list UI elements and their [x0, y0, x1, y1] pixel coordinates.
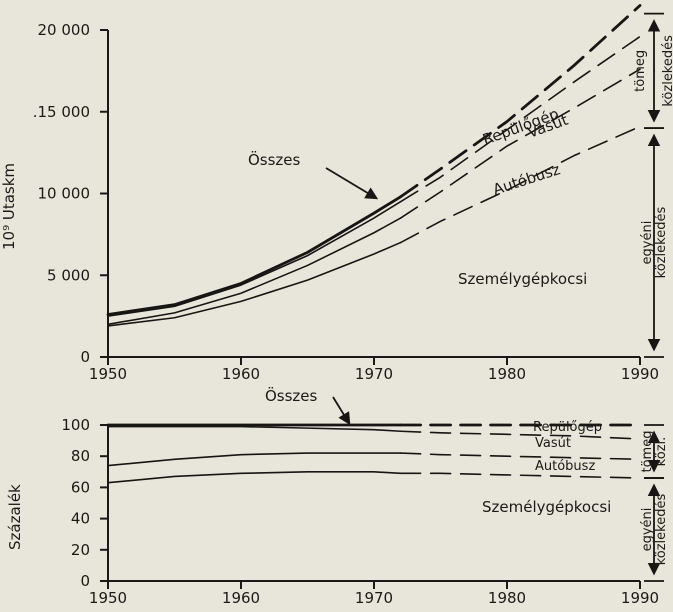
bottom-y-tick-label: 60 [71, 478, 90, 496]
bottom-y-tick-label: 100 [61, 416, 90, 434]
bottom-x-tick-label: 1990 [621, 589, 659, 607]
top-x-ticks: 1950 1960 1970 1980 1990 [89, 357, 659, 383]
bottom-series-3-line [107, 452, 402, 467]
bottom-bracket-1-label: tömegközl. [640, 431, 669, 473]
bottom-series-label-repulogep: Repülőgép [533, 420, 602, 435]
top-y-axis-title: 10⁹ Utaskm [0, 163, 18, 250]
top-x-tick-label: 1980 [488, 365, 526, 383]
top-bracket-1-label-part: közlekedés [661, 35, 673, 107]
top-series-3-projection-line [399, 68, 641, 219]
top-x-tick-label: 1950 [89, 365, 127, 383]
bottom-area-label: Személygépkocsi [482, 498, 611, 516]
top-bracket-1-label-part: tömeg [633, 50, 648, 92]
bottom-y-tick-label: 40 [71, 510, 90, 528]
bottom-series-4-line [107, 471, 402, 484]
top-y-tick-label: 5 000 [47, 266, 90, 284]
bottom-y-tick-label: 20 [71, 541, 90, 559]
top-series-1-line [106, 195, 402, 316]
top-bracket-2-label-part: közlekedés [654, 207, 669, 279]
top-y-tick-label: .15 000 [33, 103, 90, 121]
top-series-2-line [107, 200, 402, 317]
bottom-x-tick-label: 1970 [355, 589, 393, 607]
top-series-2-projection-line [399, 35, 641, 203]
top-x-tick-label: 1960 [222, 365, 260, 383]
bottom-series-label-vasut: Vasút [535, 436, 571, 451]
bottom-x-tick-label: 1950 [89, 589, 127, 607]
bottom-bracket-1-label-part: tömeg [640, 431, 655, 473]
top-series-3-line [107, 217, 402, 326]
top-osszes-arrow [325, 167, 379, 200]
top-bracket-2-label: egyéniközlekedés [640, 207, 669, 279]
top-series-4-line [107, 241, 402, 327]
top-y-tick-label: 0 [80, 348, 90, 366]
bottom-y-tick-label: 0 [80, 572, 90, 590]
top-bracket-1-label-part: - [647, 68, 662, 73]
bottom-y-axis-title: Százalék [6, 484, 24, 550]
bottom-x-tick-label: 1980 [488, 589, 526, 607]
bottom-series-4-projection-line [399, 472, 641, 479]
bottom-x-ticks: 1950 1960 1970 1980 1990 [89, 581, 659, 607]
bottom-curves [106, 423, 642, 484]
bottom-series-3-projection-line [399, 452, 641, 461]
top-bracket-2-label-part: egyéni [640, 221, 655, 265]
top-series-label-osszes: Összes [248, 150, 301, 169]
top-chart: 10⁹ Utaskm 0 5 000 10 000 .15 000 20 000 195… [0, 4, 673, 383]
bottom-bracket-2-label-part: közlekedés [654, 494, 669, 566]
top-series-4-projection-line [399, 125, 641, 244]
bottom-x-tick-label: 1960 [222, 589, 260, 607]
bottom-series-2-line [107, 425, 402, 433]
bottom-bracket-1-label-part: közl. [654, 437, 669, 467]
top-x-tick-label: 1990 [621, 365, 659, 383]
bottom-y-ticks: 0 20 40 60 80 100 [61, 416, 108, 590]
bottom-brackets: tömegközl. egyéniközlekedés [640, 424, 669, 582]
top-bracket-1-label: tömeg-közlekedés [633, 35, 673, 107]
bottom-series-2-projection-line [399, 430, 641, 440]
bottom-osszes-arrow [332, 396, 351, 426]
bottom-bracket-2-label-part: egyéni [640, 508, 655, 552]
top-x-tick-label: 1970 [355, 365, 393, 383]
bottom-y-tick-label: 80 [71, 447, 90, 465]
top-series-1-projection-line [399, 4, 642, 199]
top-series-label-autobusz: Autóbusz [491, 160, 563, 199]
bottom-series-label-osszes: Összes [265, 386, 318, 405]
top-area-label: Személygépkocsi [458, 270, 587, 288]
top-curves [106, 4, 642, 327]
top-y-tick-label: 10 000 [38, 185, 91, 203]
top-y-ticks: 0 5 000 10 000 .15 000 20 000 [33, 21, 108, 366]
bottom-bracket-2-label: egyéniközlekedés [640, 494, 669, 566]
bottom-series-label-autobusz: Autóbusz [535, 459, 595, 474]
top-y-tick-label: 20 000 [38, 21, 91, 39]
